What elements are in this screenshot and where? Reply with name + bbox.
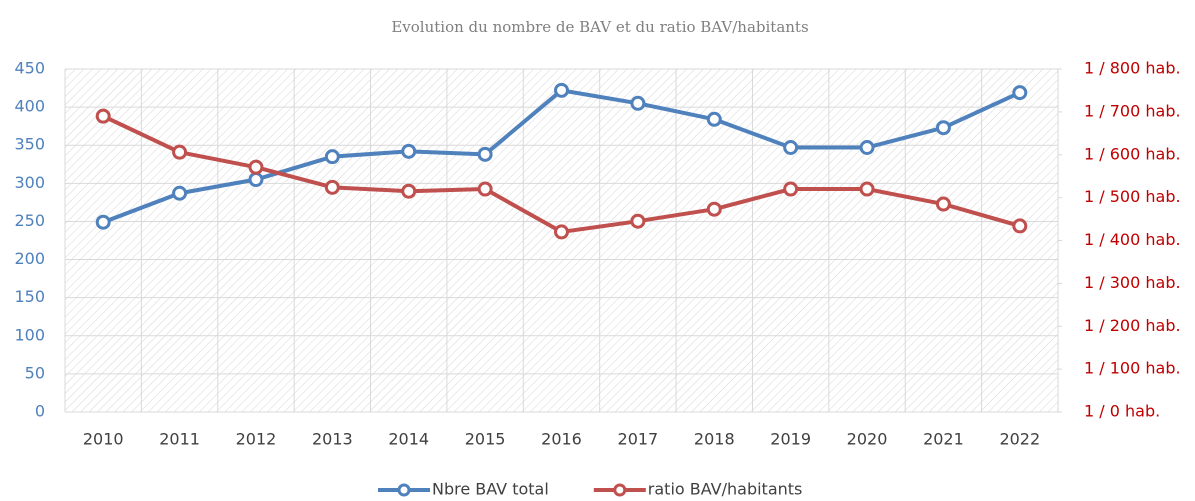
point-marker (477, 146, 493, 162)
y2-tick-label: 1 / 0 hab. (1084, 402, 1160, 421)
y2-tick-label: 1 / 200 hab. (1084, 316, 1181, 335)
plot-background (65, 69, 1058, 412)
point-marker (859, 140, 875, 156)
point-marker (401, 183, 417, 199)
x-tick-label: 2021 (923, 430, 964, 449)
legend-label: ratio BAV/habitants (648, 480, 803, 499)
x-tick-label: 2022 (999, 430, 1040, 449)
point-marker (554, 224, 569, 240)
point-marker (1012, 218, 1028, 234)
y2-tick-label: 1 / 600 hab. (1084, 144, 1181, 163)
point-marker (706, 201, 722, 217)
point-marker (172, 144, 188, 160)
x-tick-label: 2011 (159, 430, 200, 449)
x-tick-label: 2013 (312, 430, 353, 449)
x-tick-label: 2020 (847, 430, 888, 449)
point-marker (324, 149, 340, 165)
y-tick-label: 200 (14, 249, 45, 268)
point-marker (324, 179, 340, 195)
point-marker (248, 159, 264, 175)
x-tick-label: 2019 (770, 430, 811, 449)
x-tick-label: 2010 (83, 430, 124, 449)
legend-marker (613, 483, 627, 497)
point-marker (248, 172, 264, 188)
legend-label: Nbre BAV total (432, 480, 549, 499)
point-marker (554, 82, 569, 98)
point-marker (630, 213, 646, 229)
y2-tick-label: 1 / 700 hab. (1084, 101, 1181, 120)
y-tick-label: 150 (14, 287, 45, 306)
point-marker (859, 181, 875, 197)
y-tick-label: 50 (25, 363, 45, 382)
point-marker (783, 140, 799, 156)
point-marker (783, 181, 799, 197)
point-marker (935, 120, 951, 136)
point-marker (706, 111, 722, 127)
x-tick-label: 2017 (618, 430, 659, 449)
point-marker (935, 196, 951, 212)
x-tick-label: 2018 (694, 430, 735, 449)
y-tick-label: 100 (14, 325, 45, 344)
x-tick-label: 2012 (236, 430, 277, 449)
y-tick-label: 0 (35, 402, 45, 421)
y-tick-label: 300 (14, 173, 45, 192)
y-tick-label: 250 (14, 211, 45, 230)
y-tick-label: 450 (14, 59, 45, 78)
y2-tick-label: 1 / 100 hab. (1084, 359, 1181, 378)
point-marker (1012, 85, 1028, 101)
y2-tick-label: 1 / 800 hab. (1084, 59, 1181, 78)
point-marker (95, 108, 111, 124)
legend-marker (397, 483, 411, 497)
point-marker (630, 95, 646, 111)
y2-tick-label: 1 / 300 hab. (1084, 273, 1181, 292)
point-marker (172, 185, 188, 201)
point-marker (401, 143, 417, 159)
chart-title: Evolution du nombre de BAV et du ratio B… (391, 18, 808, 36)
x-tick-label: 2014 (388, 430, 429, 449)
point-marker (477, 181, 493, 197)
x-tick-label: 2015 (465, 430, 506, 449)
y2-tick-label: 1 / 400 hab. (1084, 230, 1181, 249)
point-marker (95, 214, 111, 230)
y-tick-label: 350 (14, 135, 45, 154)
y-tick-label: 400 (14, 97, 45, 116)
x-tick-label: 2016 (541, 430, 582, 449)
y2-tick-label: 1 / 500 hab. (1084, 187, 1181, 206)
